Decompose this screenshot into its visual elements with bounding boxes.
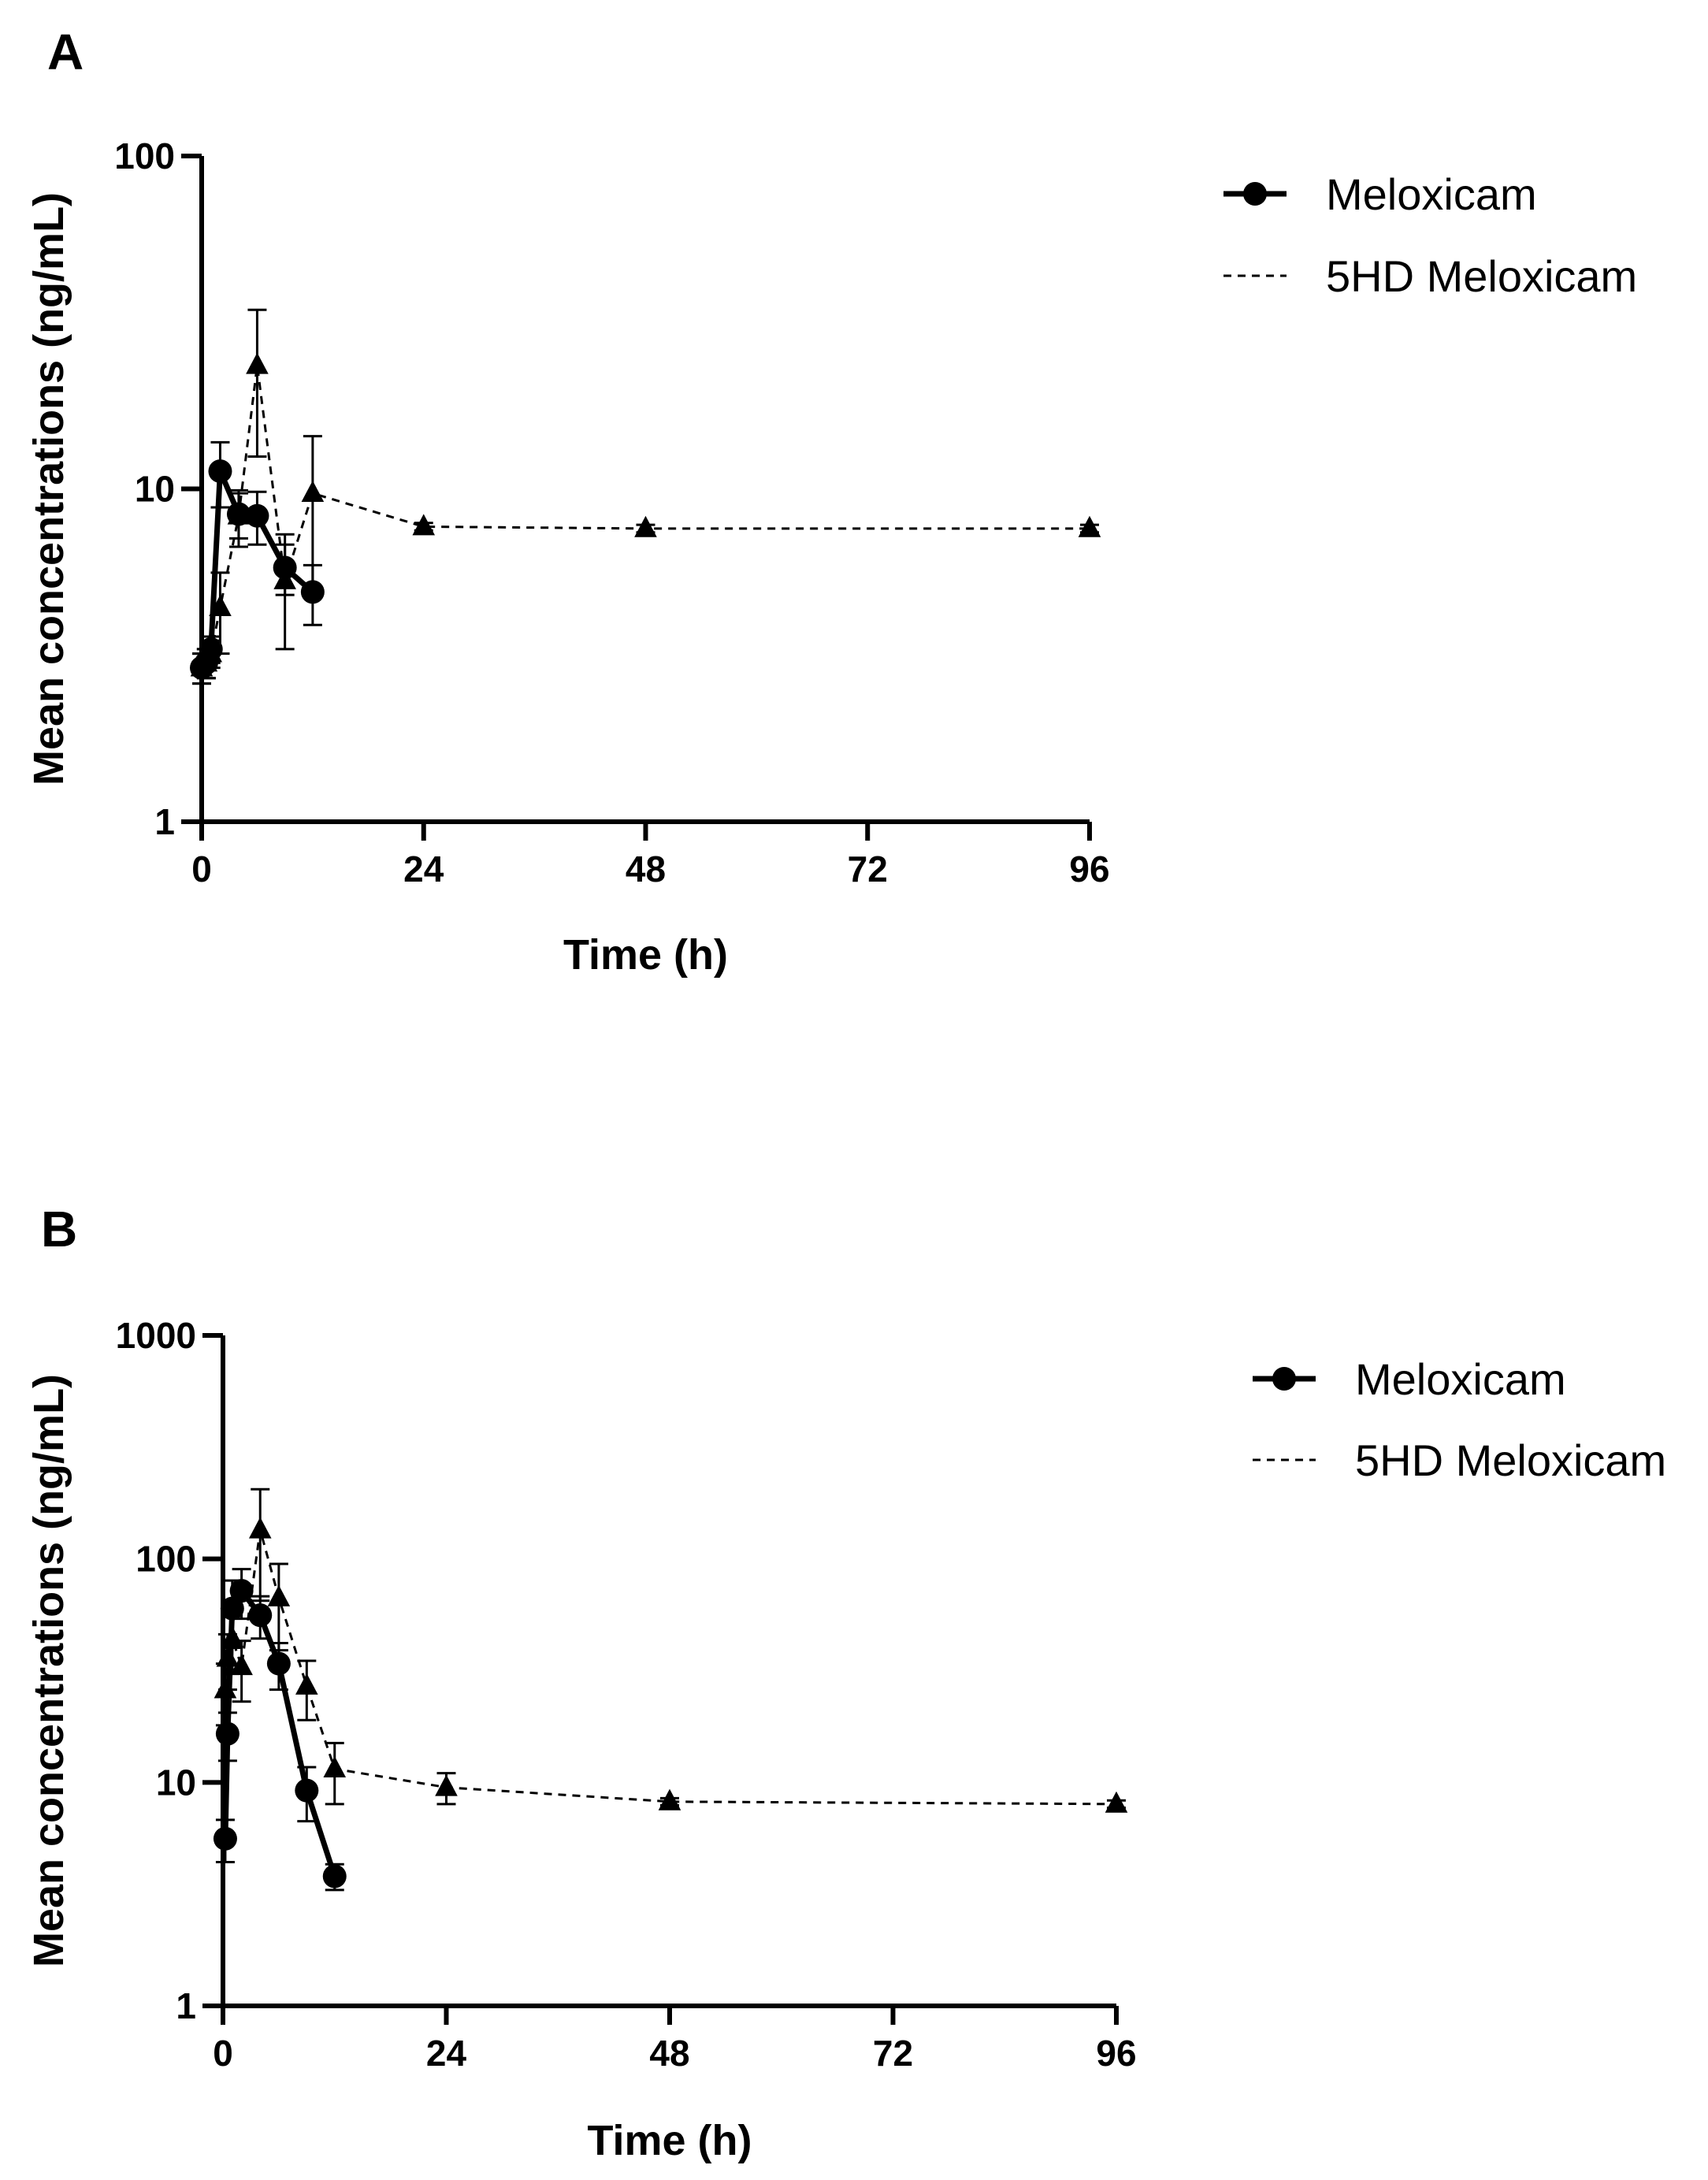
error-bar bbox=[247, 308, 267, 459]
data-point-triangle bbox=[246, 352, 269, 374]
y-tick-label: 10 bbox=[156, 1762, 196, 1803]
x-tick-label: 48 bbox=[626, 849, 666, 889]
error-bar bbox=[269, 1562, 288, 1652]
legend-label: Meloxicam bbox=[1326, 169, 1537, 219]
panel-label: A bbox=[47, 24, 84, 80]
legend: Meloxicam 5HD Meloxicam bbox=[1253, 1354, 1666, 1485]
data-point-triangle bbox=[658, 1788, 681, 1810]
error-bar bbox=[303, 435, 322, 591]
data-point-circle bbox=[322, 1864, 347, 1888]
data-point-triangle bbox=[323, 1755, 347, 1778]
data-point-circle bbox=[266, 1651, 291, 1676]
y-tick-label: 10 bbox=[135, 469, 175, 510]
x-tick-label: 24 bbox=[426, 2033, 467, 2074]
y-tick-label: 1 bbox=[154, 801, 175, 842]
series-5hd-meloxicam bbox=[190, 308, 1101, 685]
panel-label: B bbox=[41, 1201, 77, 1257]
data-point-triangle bbox=[230, 1654, 253, 1676]
data-point-circle bbox=[229, 1579, 254, 1603]
data-point-triangle bbox=[209, 595, 232, 617]
y-tick-label: 1 bbox=[176, 1985, 196, 2026]
legend-marker-circle bbox=[1272, 1367, 1296, 1391]
legend-label: 5HD Meloxicam bbox=[1355, 1435, 1666, 1485]
legend: Meloxicam 5HD Meloxicam bbox=[1223, 169, 1637, 301]
chart-panel-b: B 1 10 100 1000 0 24 48 72 96 Time (h) Mean concent… bbox=[25, 1201, 1666, 2164]
data-point-triangle bbox=[412, 514, 436, 536]
series-5hd-meloxicam bbox=[214, 1487, 1128, 1813]
data-point-circle bbox=[215, 1721, 239, 1746]
data-point-triangle bbox=[1078, 515, 1101, 537]
data-point-triangle bbox=[273, 567, 296, 589]
x-tick-label: 48 bbox=[649, 2033, 689, 2074]
chart-panel-a: A 1 10 100 0 24 48 72 96 Time (h) Mean concentrati… bbox=[25, 24, 1637, 979]
data-point-triangle bbox=[199, 641, 223, 663]
data-point-triangle bbox=[221, 1625, 244, 1647]
data-point-circle bbox=[245, 503, 269, 528]
legend-label: 5HD Meloxicam bbox=[1326, 251, 1637, 301]
legend-label: Meloxicam bbox=[1355, 1354, 1566, 1404]
x-tick-label: 72 bbox=[848, 849, 888, 889]
data-point-triangle bbox=[267, 1584, 291, 1606]
x-tick-label: 0 bbox=[213, 2033, 233, 2074]
data-point-circle bbox=[208, 459, 232, 484]
error-bar bbox=[251, 1487, 270, 1603]
data-point-triangle bbox=[435, 1774, 458, 1796]
x-tick-label: 72 bbox=[873, 2033, 913, 2074]
data-point-triangle bbox=[1105, 1791, 1128, 1813]
data-point-circle bbox=[295, 1778, 319, 1803]
data-point-triangle bbox=[634, 515, 657, 537]
data-point-triangle bbox=[216, 1645, 239, 1667]
y-axis-title: Mean concentrations (ng/mL) bbox=[25, 1374, 72, 1967]
data-point-triangle bbox=[248, 1517, 272, 1539]
y-tick-label: 1000 bbox=[116, 1315, 196, 1356]
y-axis-title: Mean concentrations (ng/mL) bbox=[25, 192, 72, 785]
series-meloxicam bbox=[213, 1568, 347, 1892]
y-tick-label: 100 bbox=[136, 1539, 196, 1580]
data-point-triangle bbox=[295, 1673, 318, 1695]
x-tick-label: 24 bbox=[403, 849, 444, 889]
series-line-dashed bbox=[224, 1529, 1117, 1806]
legend-marker-circle bbox=[1243, 182, 1267, 206]
data-point-triangle bbox=[301, 480, 325, 503]
data-point-circle bbox=[300, 580, 325, 604]
data-point-triangle bbox=[214, 1677, 237, 1699]
x-axis-title: Time (h) bbox=[587, 2117, 752, 2164]
x-axis-title: Time (h) bbox=[563, 931, 728, 979]
error-bar bbox=[275, 533, 295, 651]
x-tick-label: 96 bbox=[1069, 849, 1109, 889]
x-tick-label: 0 bbox=[191, 849, 212, 889]
y-tick-label: 100 bbox=[114, 136, 175, 176]
data-point-circle bbox=[248, 1603, 273, 1628]
x-tick-label: 96 bbox=[1096, 2033, 1136, 2074]
data-point-triangle bbox=[227, 503, 251, 525]
data-point-circle bbox=[213, 1826, 237, 1851]
